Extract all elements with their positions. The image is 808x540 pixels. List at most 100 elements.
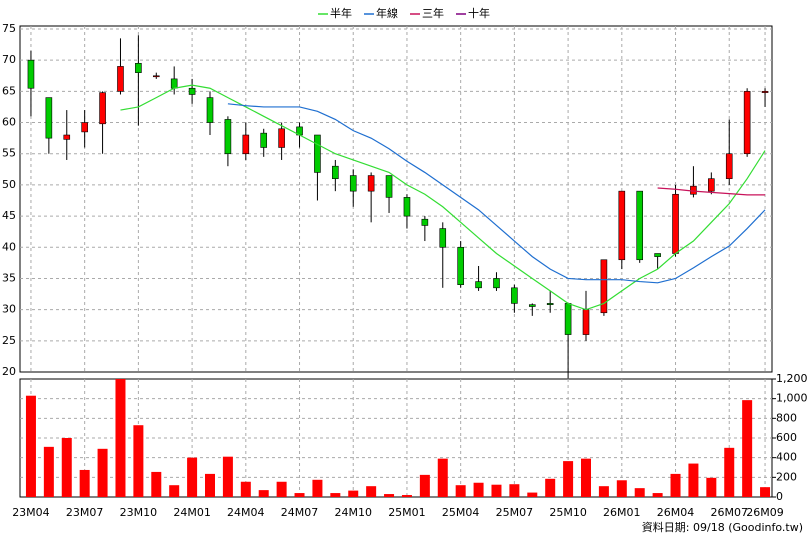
- x-tick-label: 24M01: [173, 506, 211, 519]
- y2-tick-label: 600: [776, 431, 797, 444]
- volume-bar: [61, 438, 72, 497]
- x-tick-label: 23M04: [12, 506, 50, 519]
- candle-body: [99, 92, 106, 125]
- y-tick-label: 30: [2, 303, 16, 316]
- y-tick-label: 75: [2, 22, 16, 35]
- volume-bar: [187, 457, 198, 497]
- volume-bar: [724, 447, 735, 497]
- candle-body: [349, 175, 357, 192]
- candle-body: [457, 246, 464, 285]
- candle-body: [117, 66, 124, 92]
- candle-body: [564, 303, 572, 335]
- volume-bar: [169, 485, 180, 497]
- candle-body: [314, 134, 321, 173]
- y2-tick-label: 0: [776, 490, 783, 503]
- legend-label: 十年: [468, 6, 490, 20]
- y-tick-label: 50: [2, 178, 16, 191]
- volume-bar: [97, 448, 108, 497]
- candle-body: [278, 128, 285, 148]
- volume-bar: [258, 490, 269, 497]
- candle-body: [725, 153, 733, 179]
- volume-bar: [205, 473, 215, 497]
- x-tick-label: 26M09: [746, 506, 784, 519]
- x-tick-label: 24M07: [281, 506, 319, 519]
- x-tick-label: 23M07: [66, 506, 104, 519]
- volume-bar: [401, 495, 412, 497]
- candle-body: [546, 303, 554, 305]
- y-tick-label: 40: [2, 240, 16, 253]
- x-tick-label: 26M01: [603, 506, 641, 519]
- legend-label: 年線: [376, 6, 398, 20]
- y-tick-label: 70: [2, 53, 16, 66]
- y2-tick-label: 1,200: [776, 372, 808, 385]
- candle-body: [511, 287, 518, 304]
- volume-bar: [563, 461, 574, 497]
- x-tick-label: 24M10: [334, 506, 372, 519]
- volume-bar: [115, 379, 126, 497]
- candle-body: [672, 193, 679, 254]
- volume-bar: [366, 486, 377, 497]
- volume-bar: [348, 490, 359, 497]
- y-tick-label: 60: [2, 116, 16, 129]
- candle-body: [493, 278, 500, 289]
- x-tick-label: 24M04: [227, 506, 265, 519]
- volume-bar: [670, 473, 681, 497]
- volume-bar: [419, 474, 430, 497]
- plot-frame: [19, 25, 773, 373]
- volume-bar: [742, 400, 753, 497]
- candle-body: [618, 190, 626, 261]
- candle-body: [81, 122, 88, 133]
- candle-body: [385, 175, 393, 198]
- volume-bar: [598, 486, 609, 497]
- candle-body: [654, 253, 661, 257]
- x-tick-label: 25M07: [496, 506, 534, 519]
- candle-body: [152, 75, 160, 78]
- candle-body: [439, 228, 447, 248]
- volume-bar: [276, 481, 287, 497]
- candle-body: [367, 175, 375, 192]
- volume-bar: [43, 446, 54, 497]
- volume-bar: [616, 480, 627, 497]
- candle-body: [528, 304, 536, 307]
- candle-body: [27, 59, 35, 89]
- y2-tick-label: 1,000: [776, 392, 808, 405]
- candle-body: [170, 78, 178, 89]
- y-tick-label: 25: [2, 334, 16, 347]
- volume-bar: [509, 484, 520, 497]
- candle-body: [582, 309, 590, 335]
- volume-bar: [688, 463, 699, 497]
- y-tick-label: 65: [2, 84, 16, 97]
- candle-body: [600, 259, 608, 314]
- y-tick-label: 35: [2, 271, 16, 284]
- volume-bar: [384, 494, 395, 497]
- candle-body: [242, 134, 250, 155]
- candle-body: [421, 218, 429, 226]
- ma-line: [227, 103, 766, 284]
- volume-bar: [437, 458, 448, 497]
- x-tick-label: 25M10: [549, 506, 587, 519]
- ma-line: [657, 187, 766, 196]
- volume-bar: [222, 456, 233, 497]
- volume-bar: [133, 425, 144, 497]
- y-tick-label: 55: [2, 147, 16, 160]
- x-tick-label: 25M04: [442, 506, 480, 519]
- plot-frame: [19, 378, 773, 498]
- x-tick-label: 23M10: [120, 506, 158, 519]
- candle-body: [403, 197, 411, 217]
- y2-tick-label: 200: [776, 470, 797, 483]
- candle-body: [743, 91, 751, 155]
- volume-bar: [25, 395, 36, 497]
- x-tick-label: 26M04: [657, 506, 695, 519]
- volume-bar: [652, 493, 663, 497]
- y2-tick-label: 400: [776, 451, 797, 464]
- volume-bar: [312, 479, 323, 497]
- x-tick-label: 26M07: [710, 506, 748, 519]
- legend-label: 三年: [422, 6, 444, 20]
- volume-bar: [79, 469, 90, 497]
- candle-body: [45, 97, 53, 139]
- volume-bar: [527, 492, 538, 497]
- volume-bar: [330, 493, 341, 497]
- volume-bar: [706, 477, 717, 497]
- y-tick-label: 45: [2, 209, 16, 222]
